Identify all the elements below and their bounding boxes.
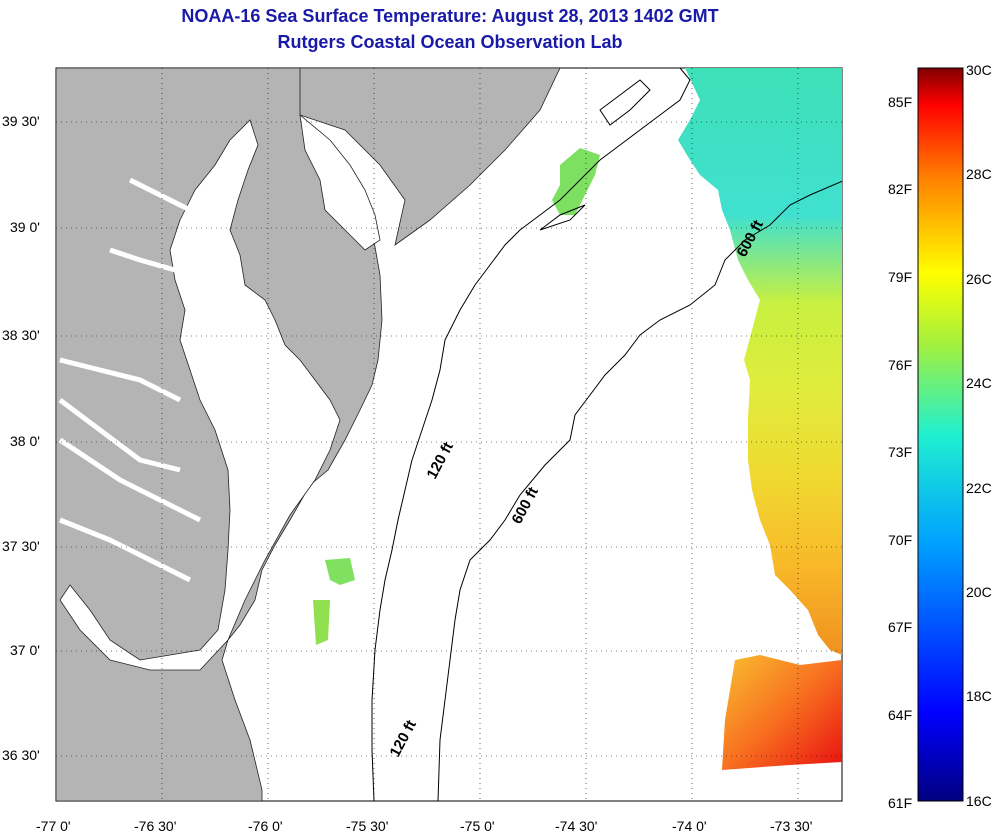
colorbar-f-label: 85F — [888, 94, 913, 110]
lat-label: 39 0' — [10, 219, 40, 235]
tributaries — [58, 177, 202, 583]
lat-label: 39 30' — [2, 113, 40, 129]
colorbar-c-label: 24C — [966, 375, 992, 391]
lon-label: -74 0' — [672, 818, 707, 834]
colorbar-f-label: 73F — [888, 444, 913, 460]
sst-patch-west — [325, 558, 355, 585]
lat-label: 36 30' — [2, 747, 40, 763]
sst-patch-west-2 — [313, 600, 330, 645]
lon-label: -76 0' — [248, 818, 283, 834]
sst-swath — [678, 68, 842, 655]
lat-label: 38 0' — [10, 433, 40, 449]
lat-label: 37 30' — [2, 538, 40, 554]
lon-label: -74 30' — [555, 818, 598, 834]
colorbar-c-label: 28C — [966, 166, 992, 182]
bathymetry-contours — [371, 68, 842, 801]
lon-label: -73 30' — [770, 818, 813, 834]
colorbar-c-label: 16C — [966, 793, 992, 809]
sst-south-patch — [722, 655, 842, 770]
lon-label: -76 30' — [134, 818, 177, 834]
colorbar-f-label: 70F — [888, 532, 913, 548]
lat-label: 38 30' — [2, 327, 40, 343]
colorbar — [917, 67, 964, 802]
map-title: NOAA-16 Sea Surface Temperature: August … — [181, 6, 719, 26]
lon-label: -75 30' — [346, 818, 389, 834]
colorbar-f-label: 61F — [888, 795, 913, 811]
lon-label: -77 0' — [36, 818, 71, 834]
chesapeake-bay — [59, 119, 341, 671]
lat-lon-grid — [56, 68, 842, 801]
colorbar-c-label: 18C — [966, 688, 992, 704]
colorbar-c-label: 30C — [966, 62, 992, 78]
sst-patch-shelf — [552, 148, 600, 215]
colorbar-f-label: 64F — [888, 707, 913, 723]
colorbar-f-label: 76F — [888, 357, 913, 373]
colorbar-f-label: 82F — [888, 181, 913, 197]
colorbar-f-label: 67F — [888, 619, 913, 635]
delaware-bay — [299, 114, 381, 251]
map-subtitle: Rutgers Coastal Ocean Observation Lab — [277, 32, 623, 52]
lat-label: 37 0' — [10, 642, 40, 658]
colorbar-f-label: 79F — [888, 269, 913, 285]
colorbar-c-label: 20C — [966, 584, 992, 600]
colorbar-c-label: 26C — [966, 271, 992, 287]
lon-label: -75 0' — [460, 818, 495, 834]
colorbar-c-label: 22C — [966, 480, 992, 496]
